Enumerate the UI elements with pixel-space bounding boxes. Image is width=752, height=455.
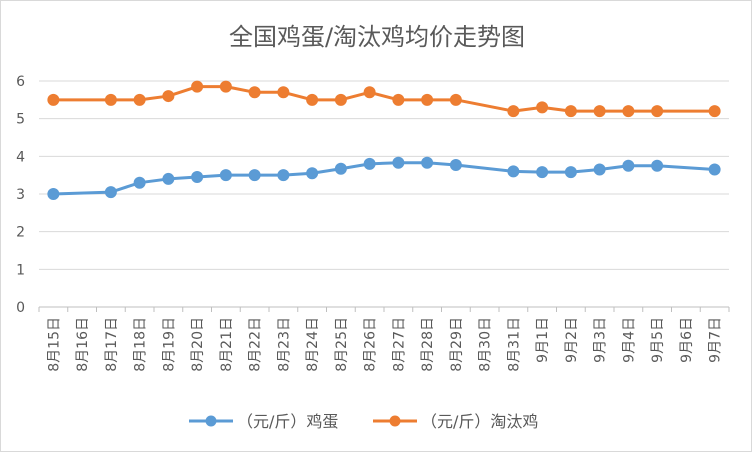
x-tick-label: 9月6日	[679, 317, 695, 363]
data-point	[536, 166, 549, 179]
y-tick-label: 4	[16, 149, 25, 165]
data-point	[622, 105, 635, 118]
data-point	[162, 172, 175, 185]
data-point	[622, 159, 635, 172]
x-tick-label: 8月19日	[161, 317, 177, 372]
data-point	[191, 171, 204, 184]
data-point	[133, 176, 146, 189]
data-point	[564, 105, 577, 118]
x-axis-ticks: 8月15日 8月16日 8月17日 8月18日 8月19日 8月20日 8月21日 8月22日…	[38, 307, 730, 372]
data-point	[306, 93, 319, 106]
x-tick-label: 9月3日	[593, 317, 609, 363]
data-point	[392, 156, 405, 169]
x-tick-label: 8月18日	[133, 317, 149, 372]
data-point	[133, 93, 146, 106]
data-point	[277, 86, 290, 99]
series-line-2	[51, 85, 717, 113]
data-point	[449, 93, 462, 106]
x-tick-label: 8月22日	[248, 317, 264, 372]
data-point	[363, 157, 376, 170]
x-tick-label: 9月1日	[535, 317, 551, 363]
data-point	[191, 80, 204, 93]
y-tick-label: 0	[16, 300, 25, 316]
data-point	[334, 162, 347, 175]
x-tick-label: 8月28日	[420, 317, 436, 372]
data-point	[47, 188, 60, 200]
data-point	[708, 163, 721, 176]
data-point	[536, 101, 549, 114]
data-point	[421, 93, 434, 106]
series-line-1	[51, 161, 717, 196]
data-point	[219, 169, 232, 182]
legend-label: （元/斤）淘汰鸡	[421, 412, 538, 431]
data-point	[708, 105, 721, 118]
y-axis-ticks: 0 1 2 3 4 5 6	[16, 74, 25, 316]
legend: （元/斤）鸡蛋 （元/斤）淘汰鸡	[189, 412, 538, 431]
data-point	[162, 90, 175, 103]
data-point	[651, 159, 664, 172]
data-point	[593, 105, 606, 118]
data-point	[421, 156, 434, 169]
data-point	[651, 105, 664, 118]
data-point	[564, 166, 577, 179]
data-point	[277, 169, 290, 182]
x-tick-label: 8月25日	[334, 317, 350, 372]
x-tick-label: 9月4日	[621, 317, 637, 363]
data-point	[104, 186, 117, 199]
y-tick-label: 3	[16, 187, 25, 203]
x-tick-label: 8月16日	[75, 317, 91, 372]
data-point	[363, 86, 376, 99]
y-tick-label: 6	[16, 74, 25, 90]
data-point	[219, 80, 232, 93]
legend-label: （元/斤）鸡蛋	[237, 412, 338, 431]
data-point	[248, 169, 261, 182]
data-point	[47, 93, 60, 106]
x-tick-label: 8月17日	[104, 317, 120, 372]
x-tick-label: 8月20日	[190, 317, 206, 372]
x-tick-label: 9月2日	[564, 317, 580, 363]
gridlines	[39, 80, 729, 308]
data-point	[449, 158, 462, 171]
data-point	[593, 163, 606, 176]
data-point	[104, 93, 117, 106]
data-point	[392, 93, 405, 106]
x-tick-label: 8月26日	[363, 317, 379, 372]
x-tick-label: 8月27日	[391, 317, 407, 372]
x-tick-label: 8月15日	[46, 317, 62, 372]
data-point	[507, 105, 520, 118]
x-tick-label: 9月7日	[708, 317, 724, 363]
data-point	[248, 86, 261, 99]
x-tick-label: 8月30日	[478, 317, 494, 372]
legend-marker	[205, 415, 217, 427]
x-tick-label: 8月23日	[276, 317, 292, 372]
legend-marker	[389, 415, 401, 427]
series-group	[47, 80, 721, 200]
x-tick-label: 8月31日	[506, 317, 522, 372]
x-tick-label: 9月5日	[650, 317, 666, 363]
x-tick-label: 8月29日	[449, 317, 465, 372]
x-tick-label: 8月21日	[219, 317, 235, 372]
y-tick-label: 1	[16, 262, 25, 278]
data-point	[306, 167, 319, 180]
y-tick-label: 2	[16, 225, 25, 241]
data-point	[507, 165, 520, 178]
y-tick-label: 5	[16, 112, 25, 128]
data-point	[334, 93, 347, 106]
chart-title: 全国鸡蛋/淘汰鸡均价走势图	[229, 23, 525, 51]
x-tick-label: 8月24日	[305, 317, 321, 372]
